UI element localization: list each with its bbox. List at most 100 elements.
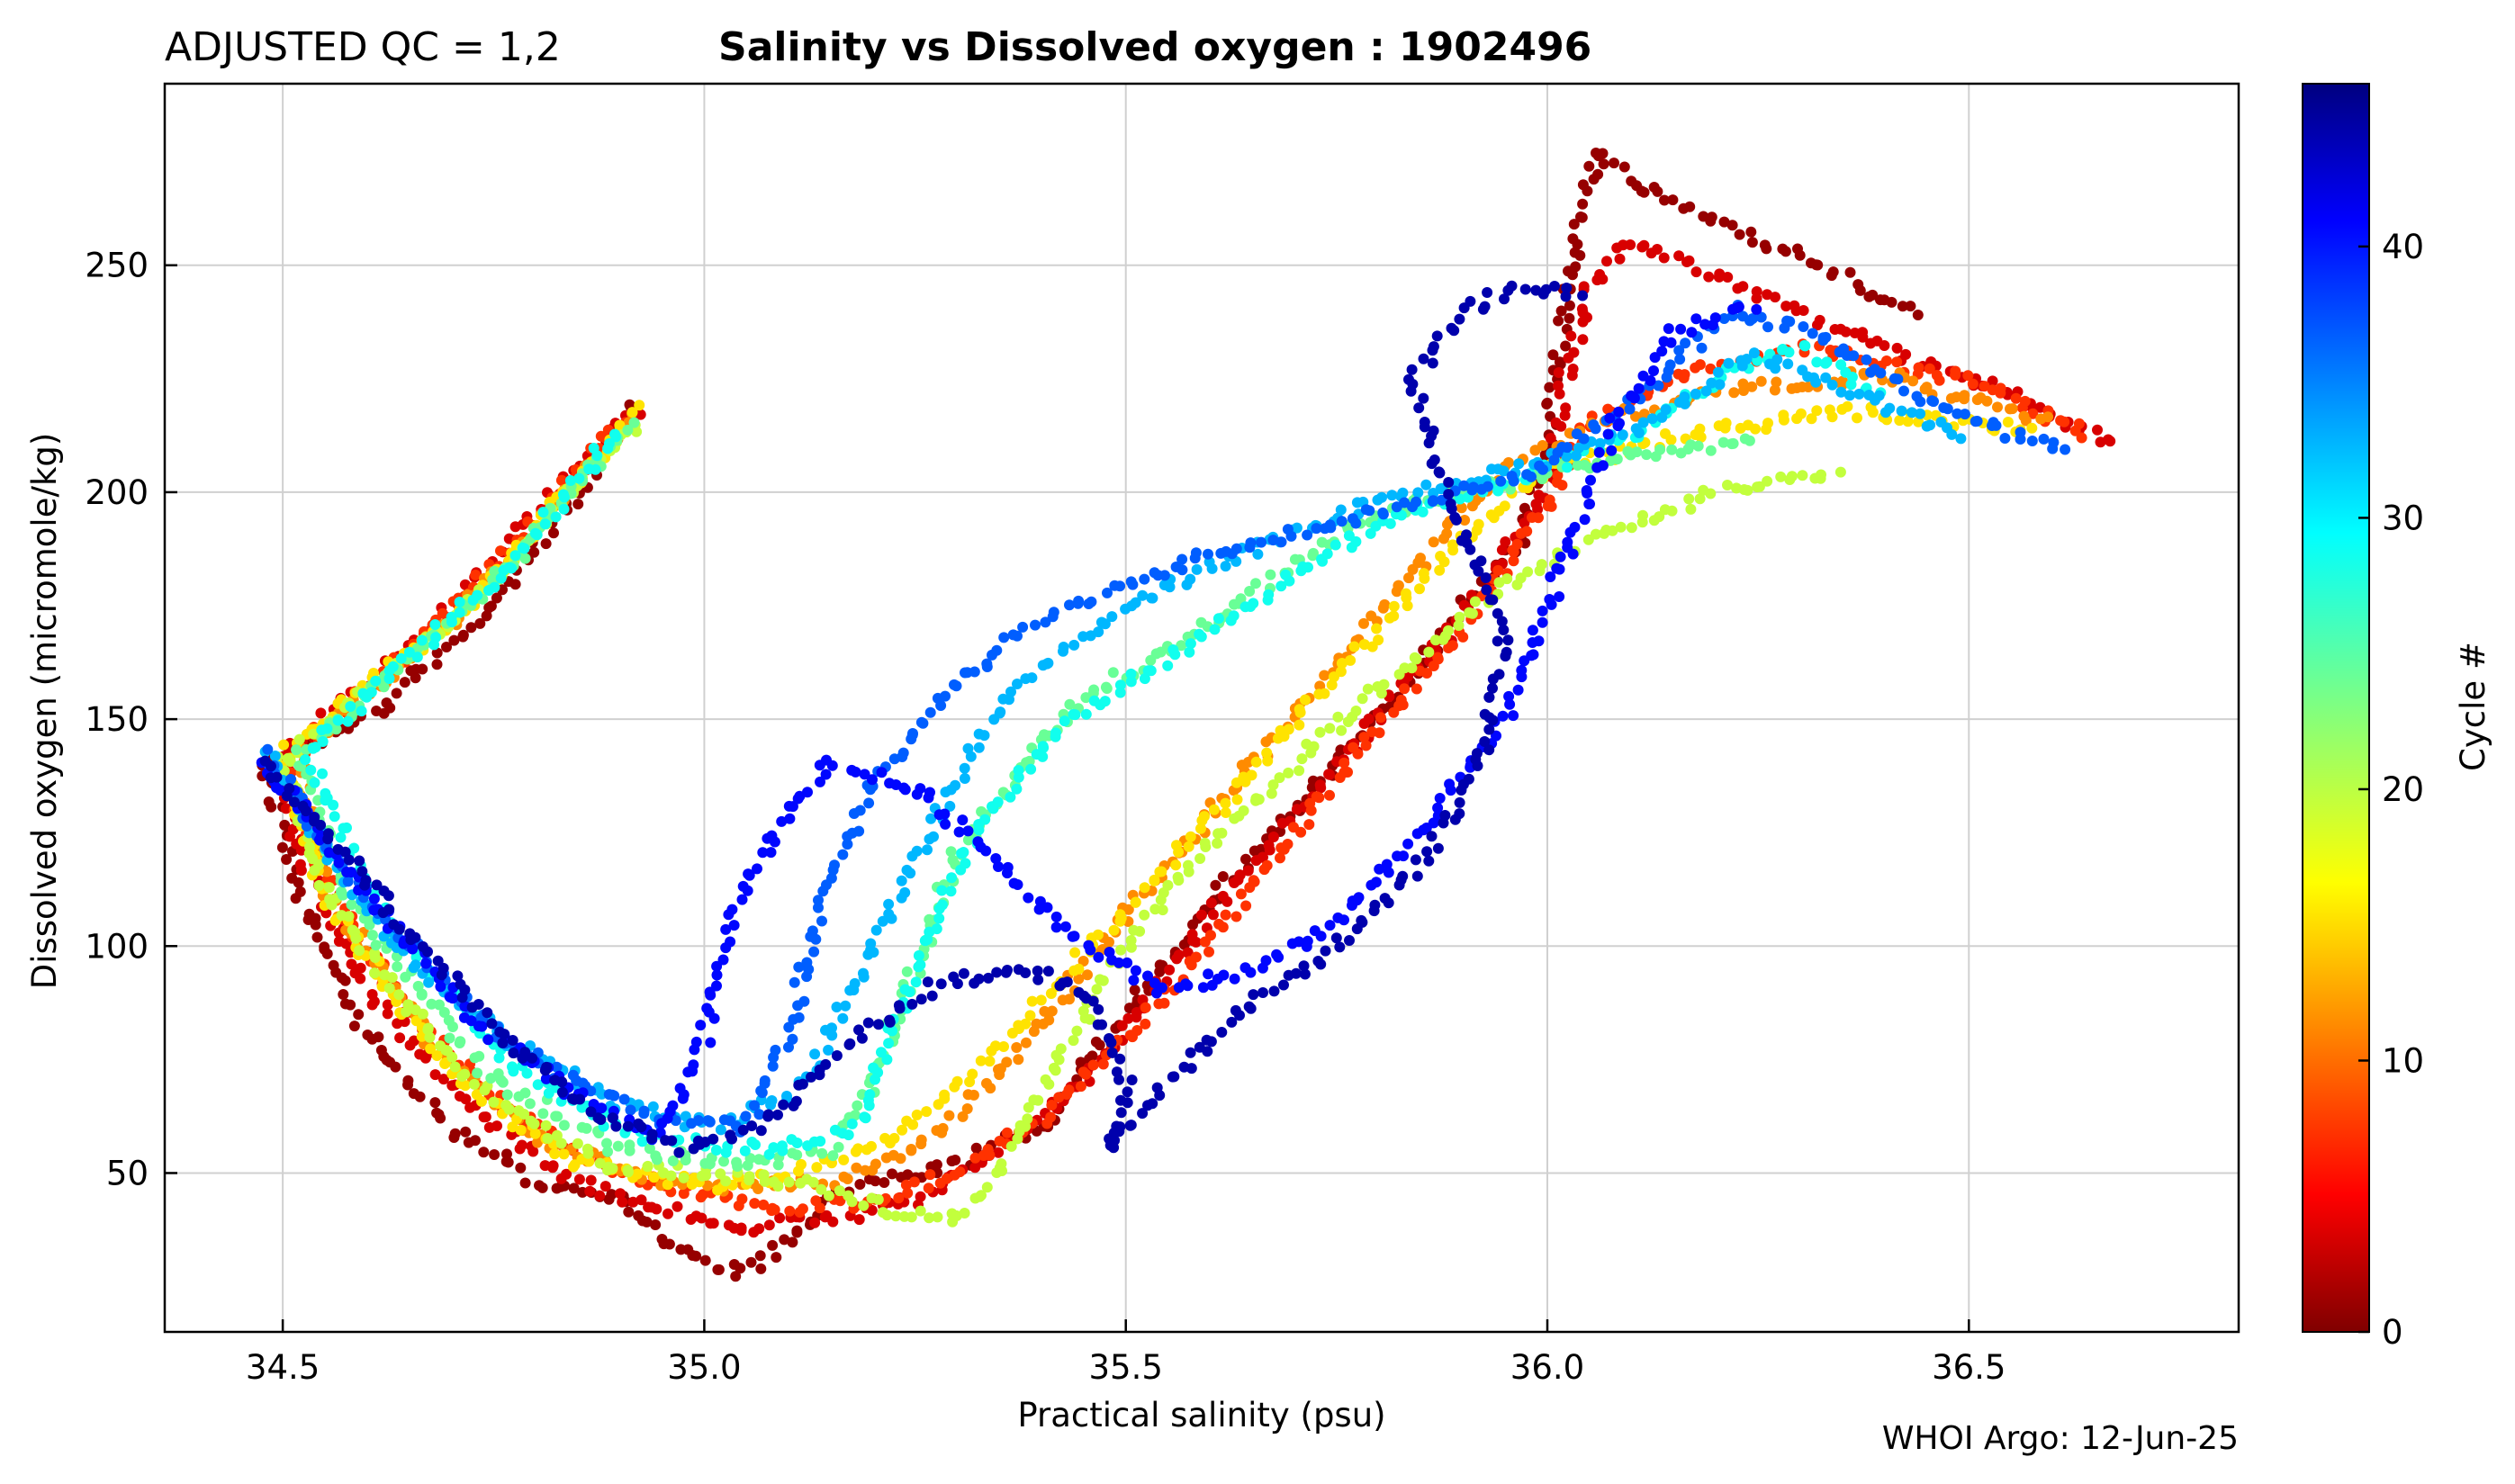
data-points	[256, 148, 2116, 1282]
scatter-point	[1216, 1027, 1228, 1038]
scatter-point	[441, 642, 452, 652]
scatter-point	[1938, 402, 1950, 413]
scatter-point	[772, 1109, 783, 1120]
scatter-point	[1114, 580, 1126, 592]
scatter-point	[291, 744, 302, 756]
scatter-point	[779, 1234, 790, 1246]
scatter-point	[1048, 1062, 1059, 1074]
scatter-point	[1283, 767, 1294, 778]
scatter-point	[1011, 1042, 1023, 1053]
scatter-point	[1371, 623, 1383, 634]
footer-credit: WHOI Argo: 12-Jun-25	[1882, 1420, 2239, 1457]
scatter-point	[1418, 392, 1429, 404]
scatter-point	[476, 1095, 487, 1107]
scatter-point	[1483, 691, 1495, 703]
scatter-point	[1037, 751, 1049, 762]
scatter-point	[1335, 504, 1347, 516]
scatter-point	[1398, 850, 1409, 862]
scatter-point	[1835, 386, 1847, 398]
scatter-point	[648, 1172, 660, 1183]
scatter-point	[678, 1172, 690, 1183]
scatter-point	[339, 975, 351, 986]
scatter-point	[858, 1200, 870, 1211]
y-tick-label: 100	[85, 927, 149, 966]
scatter-point	[739, 1145, 751, 1156]
scatter-point	[489, 1149, 500, 1160]
scatter-point	[1967, 378, 1979, 390]
scatter-point	[333, 857, 345, 868]
scatter-point	[1020, 967, 1032, 978]
scatter-point	[924, 1212, 935, 1224]
scatter-point	[608, 1090, 620, 1102]
scatter-point	[1794, 249, 1806, 261]
scatter-point	[801, 957, 813, 968]
scatter-point	[1381, 859, 1393, 870]
scatter-point	[295, 865, 307, 877]
scatter-point	[737, 880, 749, 892]
scatter-point	[1714, 268, 1726, 280]
scatter-point	[1218, 969, 1230, 981]
scatter-point	[326, 899, 338, 911]
scatter-point	[508, 1066, 519, 1077]
scatter-point	[1285, 530, 1297, 542]
scatter-point	[820, 1058, 832, 1070]
scatter-point	[1357, 693, 1368, 705]
scatter-point	[1722, 480, 1733, 490]
scatter-point	[1433, 466, 1445, 478]
scatter-point	[1666, 505, 1678, 517]
scatter-point	[1358, 732, 1370, 743]
scatter-point	[419, 1052, 431, 1064]
scatter-point	[913, 961, 924, 973]
scatter-point	[541, 1061, 553, 1073]
scatter-point	[1479, 301, 1491, 312]
scatter-point	[1503, 690, 1515, 702]
scatter-point	[596, 1088, 608, 1100]
scatter-point	[479, 1084, 491, 1096]
scatter-point	[1267, 832, 1279, 842]
scatter-point	[549, 1148, 561, 1160]
scatter-point	[491, 1120, 502, 1132]
scatter-point	[1806, 413, 1817, 425]
scatter-point	[370, 940, 382, 951]
grid	[165, 84, 2239, 1332]
scatter-point	[701, 1003, 713, 1014]
scatter-point	[1296, 753, 1308, 765]
scatter-point	[1746, 237, 1758, 248]
scatter-point	[399, 677, 410, 688]
scatter-point	[266, 801, 277, 813]
scatter-point	[859, 769, 870, 780]
scatter-point	[404, 1039, 416, 1051]
scatter-point	[980, 845, 992, 857]
scatter-point	[969, 1152, 981, 1164]
scatter-point	[842, 839, 853, 850]
scatter-point	[969, 666, 980, 678]
scatter-point	[1268, 985, 1280, 997]
scatter-point	[807, 1176, 819, 1188]
scatter-point	[1414, 665, 1426, 677]
scatter-point	[1471, 748, 1483, 760]
scatter-point	[954, 1166, 966, 1178]
scatter-point	[1421, 846, 1433, 858]
scatter-point	[870, 924, 882, 936]
scatter-point	[704, 1116, 716, 1128]
scatter-point	[922, 976, 933, 988]
scatter-point	[1962, 370, 1974, 382]
scatter-point	[583, 1156, 595, 1167]
scatter-point	[1230, 1004, 1241, 1016]
scatter-point	[1139, 573, 1150, 585]
scatter-point	[280, 803, 292, 814]
scatter-point	[792, 793, 804, 805]
scatter-point	[1238, 805, 1249, 816]
scatter-point	[1694, 359, 1706, 371]
scatter-point	[393, 923, 405, 935]
scatter-point	[558, 1148, 570, 1160]
scatter-point	[899, 886, 911, 898]
scatter-point	[763, 1219, 775, 1231]
scatter-point	[951, 1075, 963, 1087]
scatter-point	[1067, 931, 1078, 942]
scatter-point	[1410, 854, 1421, 866]
scatter-point	[582, 1147, 594, 1159]
scatter-point	[1560, 402, 1572, 414]
scatter-point	[1086, 1050, 1098, 1062]
scatter-point	[1042, 657, 1054, 669]
